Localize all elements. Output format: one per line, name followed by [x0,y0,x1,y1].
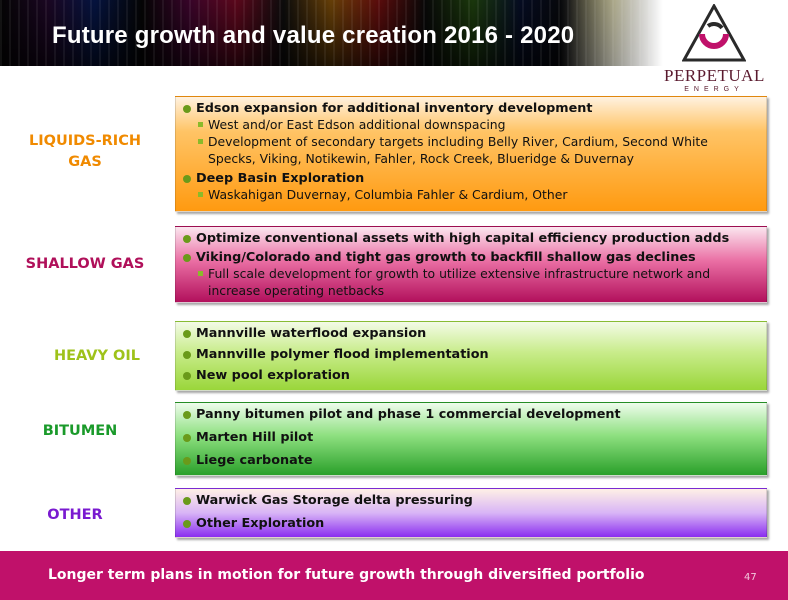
bullet-item: New pool exploration [182,368,760,383]
bullet-text: New pool exploration [196,368,350,383]
bullet-text: Panny bitumen pilot and phase 1 commerci… [196,407,621,422]
bullet-dot-icon [183,497,191,505]
bullet-dot-icon [183,330,191,338]
bullet-item: Mannville polymer flood implementation [182,347,760,362]
bullet-dot-icon [183,105,191,113]
bullet-text: Marten Hill pilot [196,430,314,445]
bullet-item: Mannville waterflood expansion [182,326,760,341]
sub-bullet-item: Full scale development for growth to uti… [182,265,748,299]
category-bitumen: BITUMEN [42,423,118,439]
bullet-item: Optimize conventional assets with high c… [182,231,760,246]
slide-title: Future growth and value creation 2016 - … [52,22,575,49]
bullet-text: Deep Basin Exploration [196,171,365,186]
bullet-item: Panny bitumen pilot and phase 1 commerci… [182,407,760,422]
triangle-logo-icon [682,4,746,62]
category-shallow-gas: SHALLOW GAS [25,256,145,272]
header-fade [560,0,788,66]
footer-band: Longer term plans in motion for future g… [0,551,788,600]
bullet-item: Deep Basin Exploration [182,171,760,186]
bullet-dot-icon [183,457,191,465]
bullet-item: Marten Hill pilot [182,430,760,445]
footer-text: Longer term plans in motion for future g… [48,567,645,583]
bullet-dot-icon [183,175,191,183]
bullet-text: Optimize conventional assets with high c… [196,231,730,246]
header-band [0,0,788,66]
bullet-item: Edson expansion for additional inventory… [182,101,760,116]
header-stripes [0,0,650,66]
bullet-dot-icon [183,520,191,528]
shallow-gas-box: Optimize conventional assets with high c… [175,226,767,303]
sub-bullet-text: Full scale development for growth to uti… [208,266,711,298]
liquids-rich-gas-box: Edson expansion for additional inventory… [175,96,767,212]
sub-bullet-item: Waskahigan Duvernay, Columbia Fahler & C… [182,186,760,203]
bullet-text: Viking/Colorado and tight gas growth to … [196,250,696,265]
bullet-item: Warwick Gas Storage delta pressuring [182,493,760,508]
bullet-text: Liege carbonate [196,453,313,468]
sub-bullet-text: Waskahigan Duvernay, Columbia Fahler & C… [208,187,568,202]
bullet-text: Mannville polymer flood implementation [196,347,489,362]
bullet-text: Edson expansion for additional inventory… [196,101,593,116]
bullet-text: Warwick Gas Storage delta pressuring [196,493,473,508]
sub-bullet-text: Development of secondary targets includi… [208,134,708,166]
perpetual-logo: PERPETUAL ENERGY [664,4,764,94]
bullet-dot-icon [183,372,191,380]
bullet-item: Other Exploration [182,516,760,531]
logo-wordmark: PERPETUAL [664,66,765,85]
sub-bullet-item: Development of secondary targets includi… [182,133,728,167]
logo-subtitle: ENERGY [684,86,744,93]
category-liquids-rich-gas: LIQUIDS-RICH GAS [29,133,141,170]
bullet-text: Other Exploration [196,516,325,531]
bullet-dot-icon [183,235,191,243]
sub-bullet-text: West and/or East Edson additional downsp… [208,117,506,132]
bullet-dot-icon [183,254,191,262]
other-box: Warwick Gas Storage delta pressuring Oth… [175,488,767,538]
heavy-oil-box: Mannville waterflood expansion Mannville… [175,321,767,391]
page-number: 47 [744,572,757,583]
sub-bullet-square-icon [198,271,203,276]
bullet-dot-icon [183,411,191,419]
sub-bullet-square-icon [198,192,203,197]
sub-bullet-item: West and/or East Edson additional downsp… [182,116,760,133]
bullet-item: Liege carbonate [182,453,760,468]
bullet-item: Viking/Colorado and tight gas growth to … [182,250,760,265]
sub-bullet-square-icon [198,139,203,144]
bullet-dot-icon [183,351,191,359]
category-other: OTHER [47,507,103,523]
bullet-dot-icon [183,434,191,442]
category-heavy-oil: HEAVY OIL [53,348,140,364]
bitumen-box: Panny bitumen pilot and phase 1 commerci… [175,402,767,476]
sub-bullet-square-icon [198,122,203,127]
bullet-text: Mannville waterflood expansion [196,326,427,341]
